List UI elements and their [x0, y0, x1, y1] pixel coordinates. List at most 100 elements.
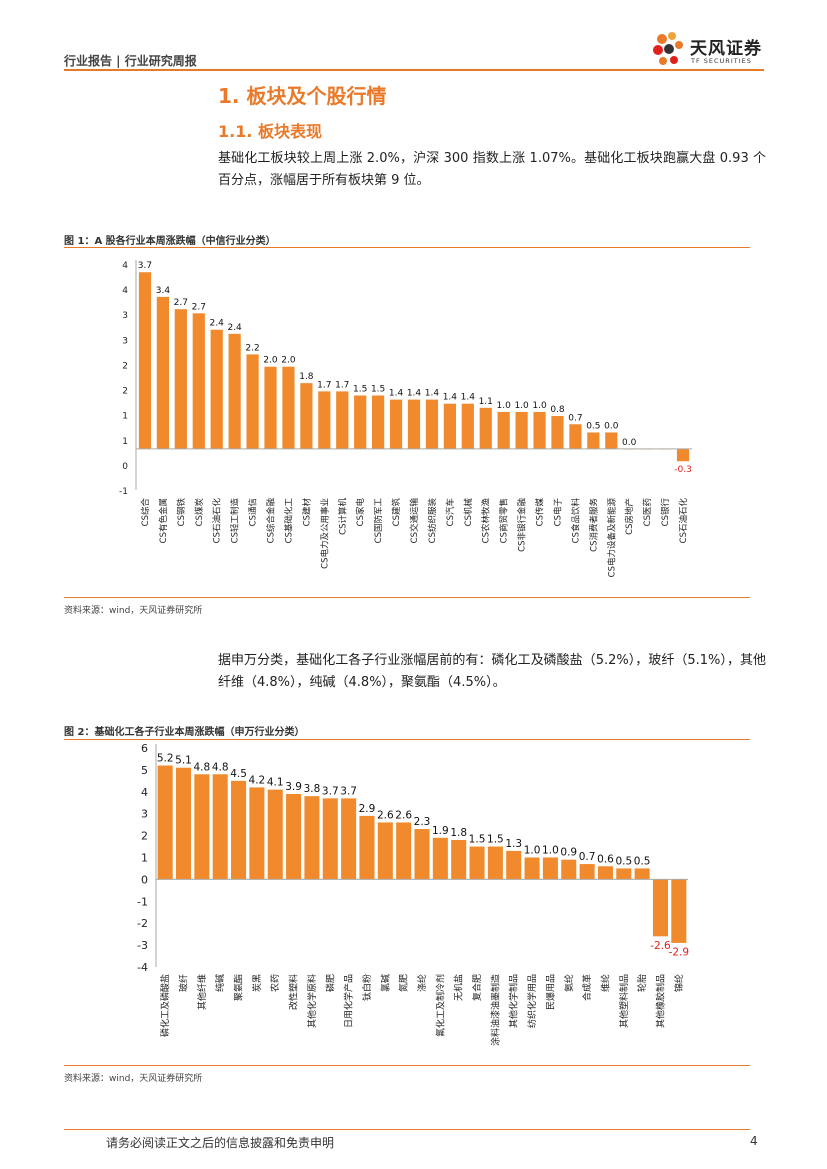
bar	[443, 403, 456, 449]
y-tick-label: 4	[122, 286, 128, 296]
data-label: 0.6	[597, 853, 614, 865]
data-label: 1.9	[432, 825, 449, 837]
data-label: 1.0	[542, 845, 559, 857]
bar	[372, 395, 385, 449]
data-label: 2.6	[377, 809, 394, 821]
data-label: 4.8	[194, 761, 211, 773]
data-label: 2.6	[395, 809, 412, 821]
bar	[469, 846, 485, 880]
data-label: 1.8	[450, 827, 467, 839]
category-label: 纯碱	[214, 974, 226, 992]
bar	[157, 765, 173, 880]
category-label: CS商贸零售	[499, 498, 510, 543]
bar	[377, 822, 393, 880]
bar	[587, 432, 600, 449]
y-tick-label: 4	[141, 786, 148, 799]
bar	[175, 767, 192, 880]
data-label: 2.7	[192, 302, 206, 312]
category-label: 维纶	[599, 974, 611, 992]
y-tick-label: 3	[122, 311, 128, 321]
category-label: CS消费者服务	[588, 498, 599, 552]
category-label: CS电力及公用事业	[319, 498, 330, 569]
figure-2-bottom-rule	[64, 1065, 750, 1066]
bar	[515, 411, 528, 449]
category-label: CS农林牧渔	[481, 498, 492, 544]
bar	[676, 448, 690, 462]
data-label: 1.1	[479, 397, 493, 407]
data-label: 2.9	[359, 803, 376, 815]
page-number: 4	[750, 1134, 758, 1148]
data-label: 0.9	[560, 847, 577, 859]
data-label: 1.4	[425, 389, 440, 399]
category-label: CS基础化工	[283, 498, 294, 544]
data-label: 1.4	[389, 389, 404, 399]
category-label: 其他塑料制品	[618, 974, 630, 1028]
category-label: CS有色金属	[158, 498, 169, 543]
y-tick-label: -1	[119, 487, 128, 497]
category-label: CS石油石化	[212, 498, 223, 544]
bar	[304, 796, 320, 880]
data-label: 0.7	[568, 413, 582, 423]
category-label: 纺织化学用品	[526, 974, 538, 1028]
category-label: CS通信	[248, 498, 259, 527]
data-label: 3.7	[322, 785, 339, 797]
category-label: 聚氨酯	[233, 974, 245, 1001]
bar	[506, 850, 522, 880]
data-label: 1.4	[443, 393, 458, 403]
data-label: 1.7	[317, 380, 331, 390]
category-label: 炭黑	[252, 974, 263, 992]
category-label: 其他化学制品	[508, 974, 520, 1028]
category-label: CS医药	[642, 498, 653, 526]
category-label: 农药	[269, 974, 281, 992]
category-label: 轮胎	[636, 974, 648, 992]
category-label: 氯碱	[379, 974, 391, 992]
y-tick-label: -2	[137, 917, 148, 930]
bar	[228, 333, 241, 449]
bar	[267, 789, 283, 880]
category-label: 锦纶	[673, 974, 685, 992]
category-label: CS机械	[463, 498, 474, 527]
category-label: CS建材	[301, 498, 312, 527]
bar	[231, 780, 247, 880]
bar	[432, 837, 448, 880]
category-label: 氮肥	[398, 974, 410, 992]
bar	[300, 383, 313, 449]
bar	[354, 395, 367, 449]
footer-divider	[64, 1129, 750, 1130]
data-label: 1.5	[371, 384, 385, 394]
data-label: -2.6	[650, 940, 671, 952]
bar	[192, 313, 205, 449]
data-label: 2.4	[227, 323, 242, 333]
figure-1-bottom-rule	[64, 597, 750, 598]
bar	[407, 399, 421, 449]
bar	[479, 407, 492, 449]
data-label: 1.3	[505, 838, 522, 850]
bar	[194, 774, 210, 880]
logo-mark-icon	[653, 32, 683, 65]
data-label: 3.7	[138, 261, 152, 271]
bar	[597, 866, 613, 880]
data-label: 1.0	[514, 401, 529, 411]
category-label: 无机盐	[453, 974, 465, 1001]
bar	[336, 391, 349, 449]
category-label: 磷肥	[324, 974, 336, 992]
section-title: 1. 板块及个股行情	[218, 84, 387, 108]
bar	[264, 366, 277, 449]
paragraph-sub-industries: 据申万分类，基础化工各子行业涨幅居前的有：磷化工及磷酸盐（5.2%），玻纤（5.…	[218, 653, 766, 690]
figure-2-title: 图 2：基础化工各子行业本周涨跌幅（申万行业分类）	[64, 727, 305, 738]
data-label: 0.7	[579, 851, 596, 863]
category-label: CS煤炭	[194, 498, 205, 527]
category-label: 民爆用品	[544, 974, 556, 1010]
figure-2-source: 资料来源：wind，天风证券研究所	[64, 1074, 203, 1084]
bar	[286, 793, 302, 880]
category-label: CS石油石化	[678, 498, 689, 544]
data-label: 3.9	[285, 781, 302, 793]
bar	[542, 857, 558, 880]
bar	[579, 864, 595, 880]
category-label: 氨纶	[563, 974, 575, 992]
data-label: 5.2	[157, 753, 174, 765]
bar	[561, 859, 577, 880]
data-label: 2.2	[245, 343, 259, 353]
category-label: CS家电	[355, 498, 366, 527]
category-label: CS电子	[552, 498, 563, 527]
